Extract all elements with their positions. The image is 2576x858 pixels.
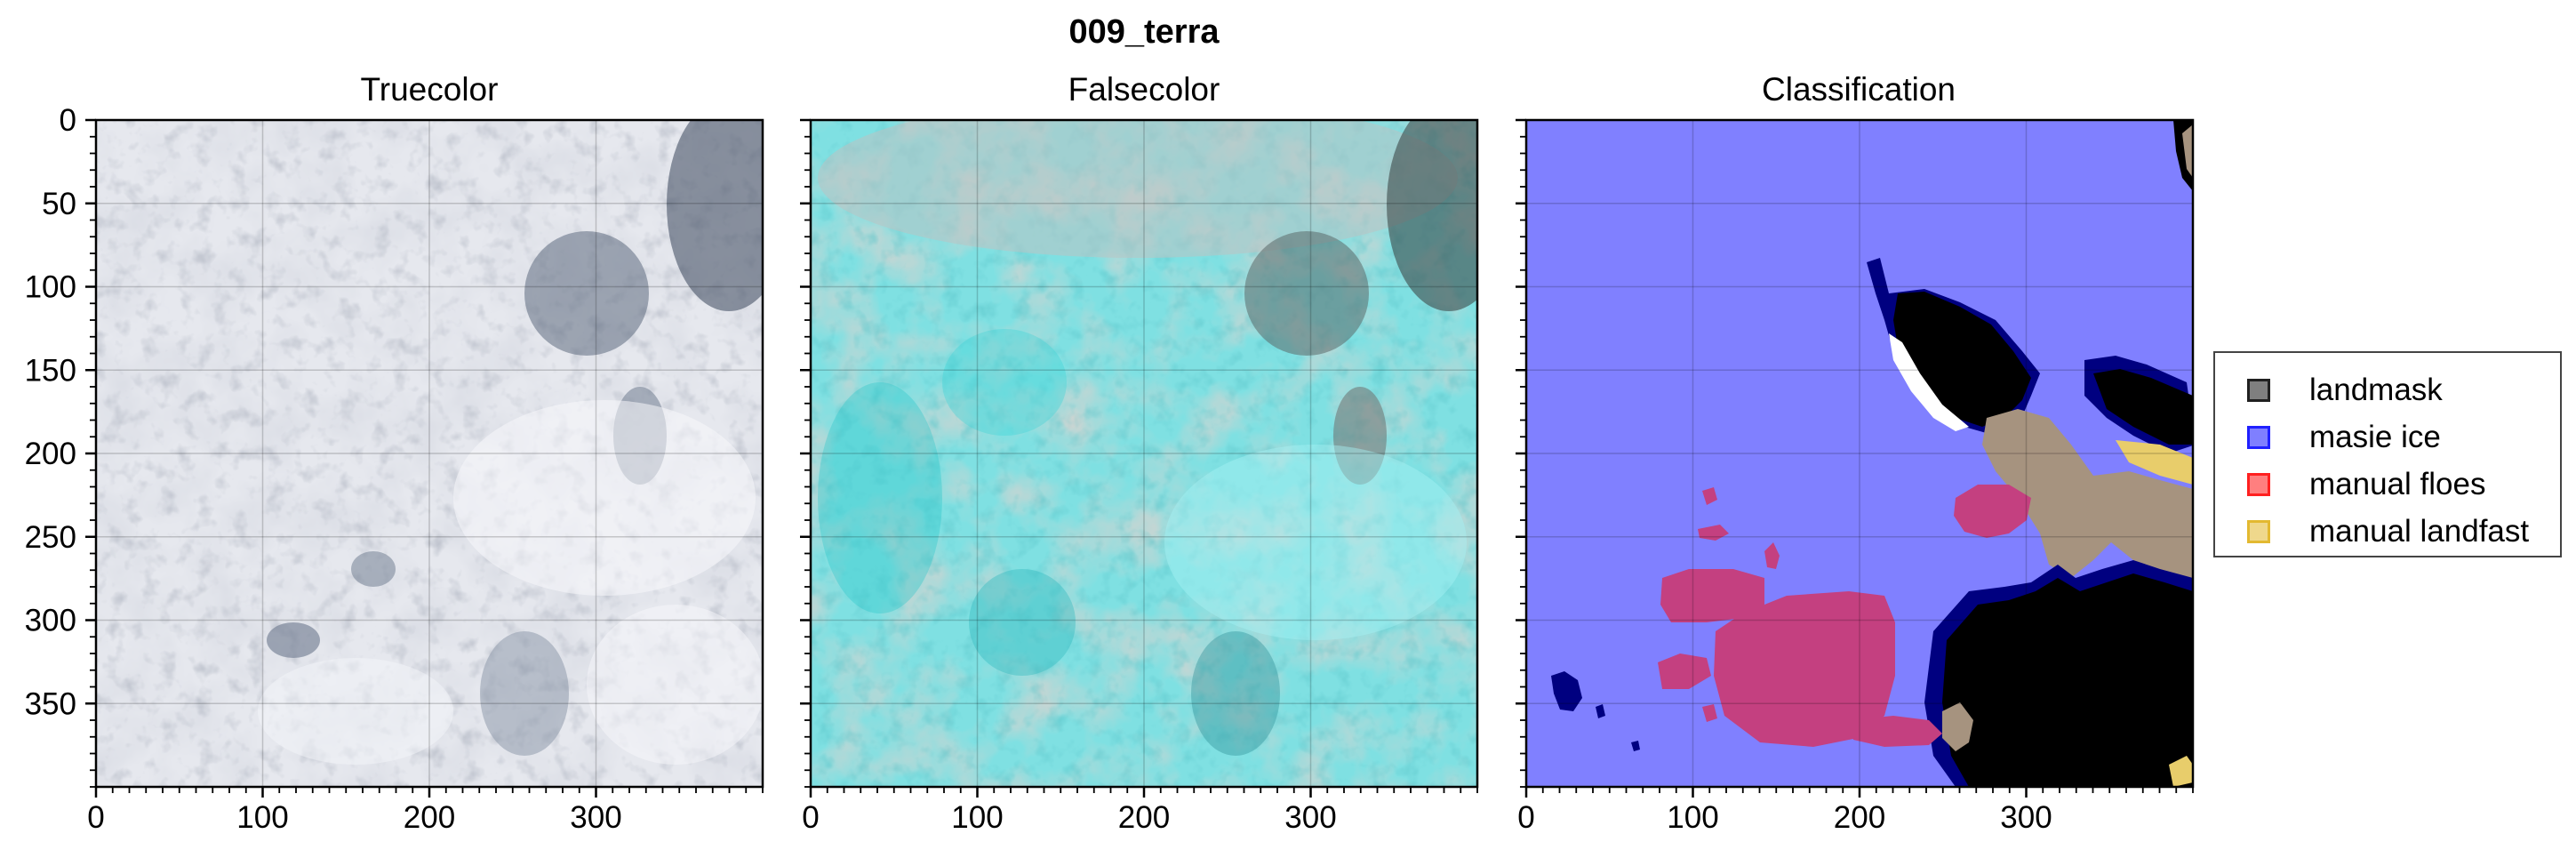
x-tick-label-classification: 200 (1834, 800, 1885, 835)
x-tick-label-classification: 0 (1517, 800, 1534, 835)
panel-title-truecolor: Truecolor (361, 71, 499, 108)
x-tick-label-falsecolor: 300 (1284, 800, 1336, 835)
classification-image (1526, 120, 2193, 787)
x-tick-label-truecolor: 100 (236, 800, 288, 835)
floe-left (1660, 569, 1764, 622)
y-tick-label: 50 (42, 187, 76, 221)
x-tick-label-falsecolor: 100 (951, 800, 1003, 835)
legend-label-manual-landfast: manual landfast (2309, 514, 2530, 549)
truecolor-image (96, 120, 763, 787)
legend-swatch-landmask (2247, 379, 2270, 402)
x-tick-label-truecolor: 200 (404, 800, 455, 835)
legend-label-manual-floes: manual floes (2309, 467, 2486, 501)
legend-item-manual-floes: manual floes (2247, 467, 2485, 502)
y-tick-label: 150 (25, 353, 76, 388)
landmask-right (2093, 369, 2193, 445)
axes-layer: 0 100 200 300 0 50 100 150 200 250 300 350 0 100 200 30… (25, 103, 2195, 835)
floe-left-2 (1764, 542, 1780, 569)
panel-falsecolor: Falsecolor (811, 71, 1477, 787)
floe-bottom (1849, 716, 1942, 747)
x-tick-label-falsecolor: 200 (1118, 800, 1170, 835)
legend-label-landmask: landmask (2309, 373, 2443, 407)
legend-swatch-manual-landfast (2247, 520, 2270, 543)
panel-truecolor: Truecolor (96, 71, 763, 787)
panel-classification: Classification (1526, 71, 2193, 787)
floe-large (1714, 591, 1895, 747)
x-tick-label-truecolor: 0 (87, 800, 104, 835)
landfast-lower-small (1942, 702, 1973, 751)
y-tick-label: 0 (60, 103, 76, 138)
landfast-overlap-upper (1982, 409, 2193, 587)
x-tick-label-classification: 300 (2000, 800, 2052, 835)
y-tick-label: 250 (25, 520, 76, 555)
figure-suptitle: 009_terra (1068, 13, 1220, 51)
landfast-corner-topright (2182, 124, 2193, 178)
legend-item-manual-landfast: manual landfast (2247, 514, 2529, 549)
x-tick-label-truecolor: 300 (570, 800, 621, 835)
landfast-lower-right (2169, 756, 2193, 787)
landmask-island-left (1551, 671, 1582, 711)
panel-title-falsecolor: Falsecolor (1068, 71, 1220, 108)
floe-lower-left-2 (1702, 704, 1717, 722)
floe-left-3 (1698, 525, 1729, 541)
y-tick-label: 300 (25, 604, 76, 638)
legend-item-masie-ice: masie ice (2247, 420, 2441, 455)
legend-swatch-masie-ice (2247, 426, 2270, 449)
legend: landmask masie ice manual floes manual l… (2213, 351, 2562, 557)
landmask-island-left-2 (1596, 704, 1605, 718)
y-tick-label: 200 (25, 437, 76, 471)
falsecolor-image (811, 120, 1477, 787)
y-tick-label: 350 (25, 686, 76, 721)
legend-item-landmask: landmask (2247, 373, 2443, 408)
y-tick-label: 100 (25, 270, 76, 305)
floe-right (1954, 485, 2031, 538)
landmask-upper-white (1889, 333, 1969, 431)
floe-left-4 (1702, 487, 1717, 505)
x-tick-label-classification: 100 (1667, 800, 1718, 835)
landfast-yellow-edge (2116, 440, 2193, 485)
legend-swatch-manual-floes (2247, 473, 2270, 496)
panel-title-classification: Classification (1762, 71, 1956, 108)
x-tick-label-falsecolor: 0 (802, 800, 819, 835)
landmask-lower (1942, 573, 2193, 787)
landmask-island-left-3 (1631, 741, 1640, 751)
legend-label-masie-ice: masie ice (2309, 420, 2441, 454)
floe-lower-left (1658, 654, 1711, 689)
